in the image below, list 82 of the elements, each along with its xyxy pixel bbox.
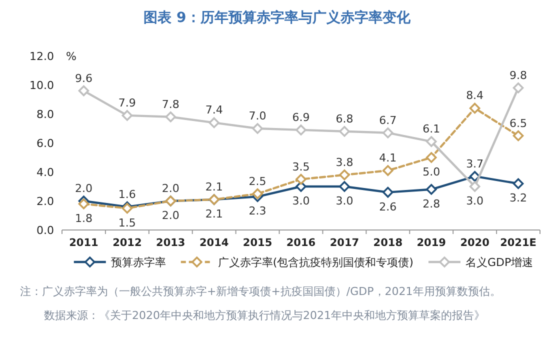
data-label: 7.9 <box>118 96 136 110</box>
point <box>339 181 350 192</box>
point <box>426 136 437 147</box>
y-tick-label: 0.0 <box>36 224 54 237</box>
data-label: 2.0 <box>74 182 92 195</box>
text: 注：广义赤字率为（一般公共预算赤字+新增专项债+抗疫国国债）/GDP，2021年用预算数预估。 <box>20 285 501 298</box>
data-label: 6.1 <box>422 122 440 136</box>
data-label: 2.0 <box>162 209 180 222</box>
legend-label: 广义赤字率(包含抗疫特别国债和专项债) <box>218 256 414 269</box>
data-label: 3.5 <box>292 160 310 174</box>
data-label: 2.6 <box>379 200 397 214</box>
data-label: 3.7 <box>466 157 484 170</box>
x-tick-label: 2019 <box>416 237 446 249</box>
point <box>339 126 350 137</box>
y-tick-label: 4.0 <box>36 166 54 179</box>
legend-label: 预算赤字率 <box>110 256 166 269</box>
data-label: 3.2 <box>510 192 528 205</box>
x-tick-label: 2016 <box>286 237 316 249</box>
point <box>165 112 176 122</box>
y-tick-label: 10.0 <box>30 79 54 92</box>
data-label: 8.4 <box>466 89 484 102</box>
x-tick-label: 2015 <box>242 237 272 249</box>
x-tick-label: 2012 <box>112 237 142 249</box>
point <box>512 130 524 142</box>
point <box>296 174 306 185</box>
data-label: 6.8 <box>336 112 354 126</box>
source-note: 数据来源：《关于2020年中央和地方预算执行情况与2021年中央和地方预算草案的报告》 <box>44 309 485 322</box>
data-label: 7.8 <box>162 98 180 111</box>
point <box>382 165 394 176</box>
data-label: 3.8 <box>336 156 354 169</box>
chart-title: 图表 9：历年预算赤字率与广义赤字率变化 <box>144 9 412 26</box>
x-tick-label: 2021E <box>500 237 536 249</box>
point <box>469 170 480 182</box>
point <box>426 152 437 163</box>
point <box>469 181 480 192</box>
y-tick-label: 2.0 <box>36 195 54 208</box>
point <box>382 127 394 138</box>
point <box>296 124 306 136</box>
point <box>339 170 350 180</box>
x-tick-label: 2011 <box>69 237 98 249</box>
point <box>512 178 524 189</box>
data-label: 2.0 <box>162 182 180 195</box>
point <box>382 186 394 198</box>
data-label: 3.0 <box>336 194 354 208</box>
point <box>426 184 437 195</box>
x-tick-label: 2018 <box>373 237 403 249</box>
data-label: 2.8 <box>422 197 440 210</box>
data-label: 4.1 <box>379 152 397 165</box>
data-label: 1.6 <box>118 188 136 201</box>
legend-label: 名义GDP增速 <box>465 256 534 269</box>
y-tick-label: 12.0 <box>30 50 54 63</box>
point <box>469 102 480 114</box>
point <box>78 85 90 96</box>
data-label: 7.0 <box>248 110 266 122</box>
data-label: 6.9 <box>292 110 310 124</box>
x-tick-label: 2020 <box>460 237 490 249</box>
data-label: 9.8 <box>510 68 528 82</box>
x-tick-label: 2014 <box>199 237 229 249</box>
y-tick-label: 6.0 <box>36 137 54 150</box>
point <box>512 82 524 94</box>
data-label: 6.5 <box>510 116 528 130</box>
data-label: 3.0 <box>292 194 310 208</box>
x-tick-label: 2017 <box>330 237 360 249</box>
data-label: 2.1 <box>205 180 223 194</box>
data-label: 2.1 <box>205 208 223 221</box>
data-label: 3.0 <box>466 194 484 208</box>
data-label: 1.8 <box>74 212 92 225</box>
point <box>78 198 90 210</box>
x-tick-label: 2013 <box>156 237 186 249</box>
point <box>122 110 133 121</box>
y-tick-label: 8.0 <box>36 108 54 121</box>
data-label: 9.6 <box>74 72 92 85</box>
data-label: 1.5 <box>118 216 136 230</box>
point <box>252 123 263 134</box>
data-label: 5.0 <box>422 166 440 178</box>
data-label: 2.3 <box>248 204 266 218</box>
data-label: 2.5 <box>248 174 266 188</box>
point <box>208 117 220 128</box>
y-axis-title: % <box>66 50 76 63</box>
data-label: 6.7 <box>379 114 397 127</box>
data-label: 7.4 <box>205 104 223 117</box>
point <box>252 188 263 200</box>
